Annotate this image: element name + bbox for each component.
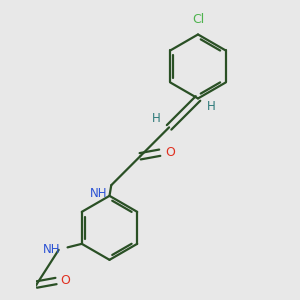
Text: NH: NH — [90, 187, 108, 200]
Text: O: O — [61, 274, 70, 287]
Text: Cl: Cl — [192, 13, 204, 26]
Text: H: H — [207, 100, 216, 113]
Text: O: O — [165, 146, 175, 159]
Text: H: H — [152, 112, 160, 124]
Text: NH: NH — [43, 243, 61, 256]
